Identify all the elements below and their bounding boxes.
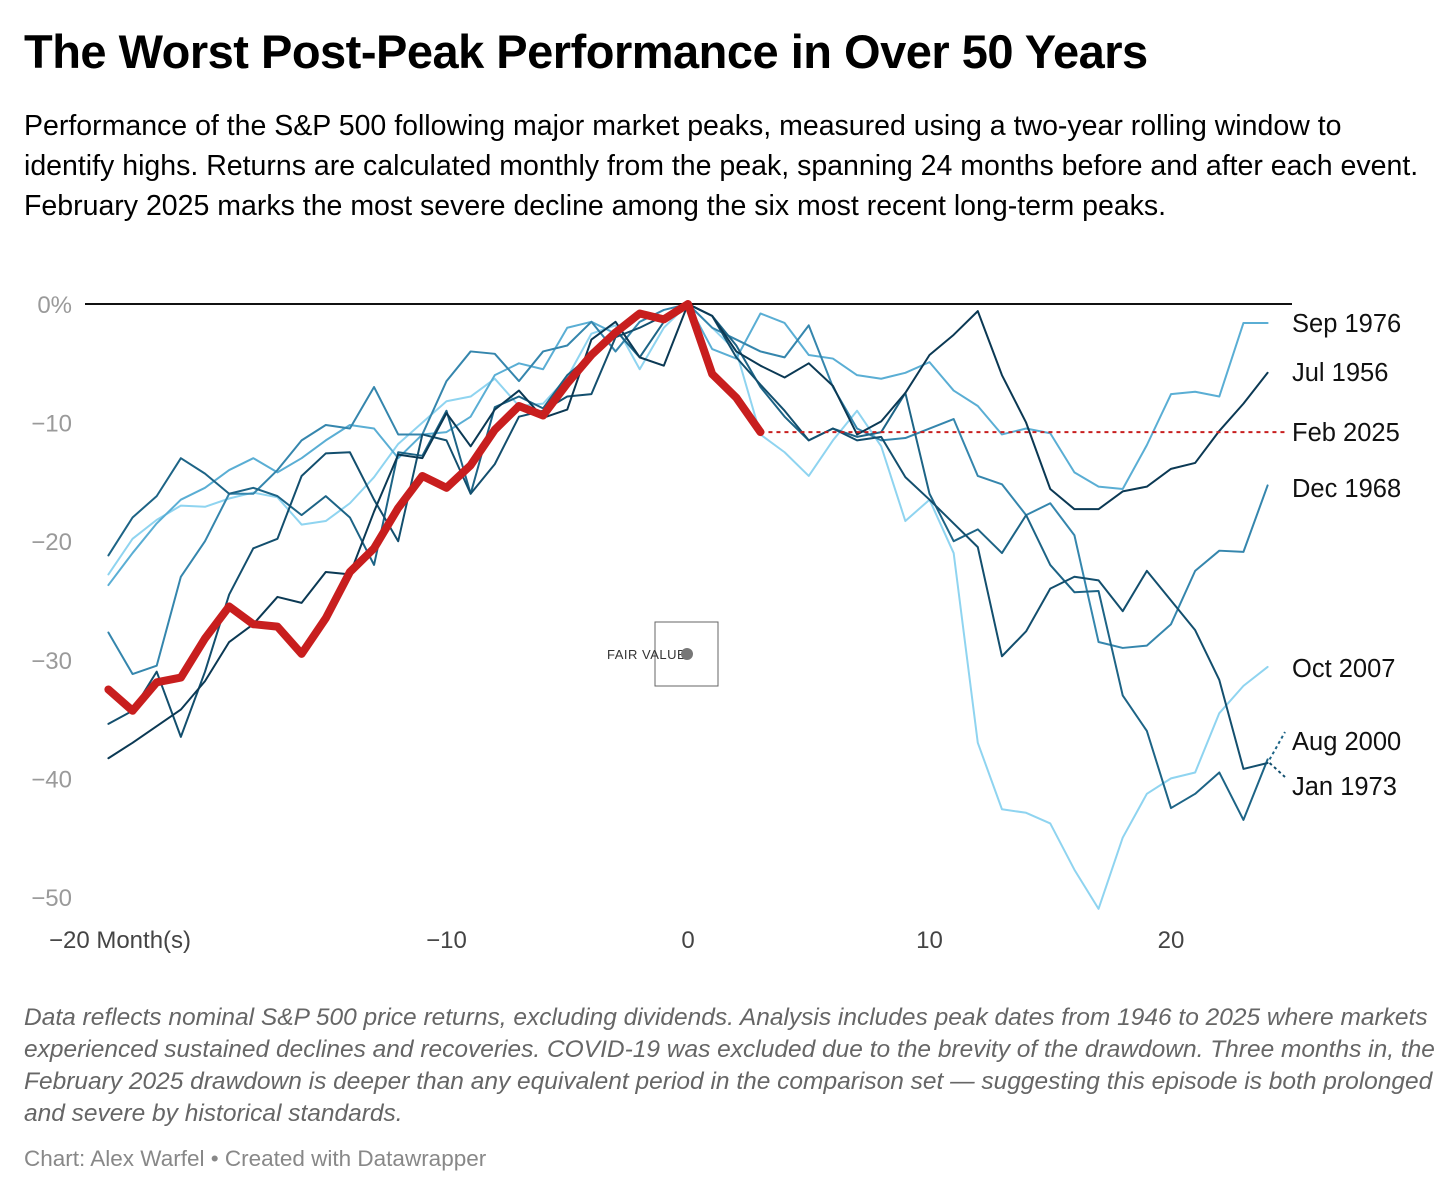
x-tick-label: 20 (1158, 927, 1185, 954)
series-label: Oct 2007 (1292, 655, 1395, 683)
y-tick-label: −40 (31, 766, 72, 793)
y-tick-label: −10 (31, 411, 72, 438)
series-line-jul-1956 (107, 303, 1269, 760)
chart-subtitle: Performance of the S&P 500 following maj… (24, 110, 1419, 222)
series-label: Jan 1973 (1292, 773, 1397, 801)
series-line-jan-1973 (107, 303, 1269, 770)
series-line-dec-1968 (107, 303, 1269, 676)
x-axis: −20 Month(s) −10 0 10 20 (49, 927, 1184, 954)
series-labels: Oct 2007 Sep 1976 Dec 1968 Aug 2000 Jan 1973… (1292, 310, 1401, 801)
series-label: Feb 2025 (1292, 419, 1400, 447)
line-chart: 0% −10 −20 −30 −40 −50 −20 Month(s) −10 0 10 20 F… (31, 292, 1401, 954)
footnote: Data reflects nominal S&P 500 price retu… (24, 1004, 1435, 1127)
y-tick-label: −50 (31, 885, 72, 912)
series-label: Jul 1956 (1292, 359, 1388, 387)
source-credit: Chart: Alex Warfel • Created with Datawr… (24, 1146, 487, 1171)
x-tick-label: 10 (916, 927, 943, 954)
label-connector (1268, 731, 1286, 760)
y-tick-label: −30 (31, 648, 72, 675)
series-line-oct-2007 (107, 303, 1269, 910)
series-label: Aug 2000 (1292, 728, 1401, 756)
watermark-text: FAIR VALUE (607, 647, 686, 662)
series-line-feb-2025 (104, 300, 765, 715)
series-label: Dec 1968 (1292, 475, 1401, 503)
chart-title: The Worst Post-Peak Performance in Over … (24, 25, 1148, 78)
fair-value-watermark: FAIR VALUE (607, 621, 719, 687)
series-line-aug-2000 (107, 303, 1269, 821)
x-tick-label: −10 (426, 927, 467, 954)
y-axis: 0% −10 −20 −30 −40 −50 (31, 292, 72, 912)
x-tick-label: −20 Month(s) (49, 927, 191, 954)
x-tick-label: 0 (681, 927, 694, 954)
cube-logo-icon (681, 648, 693, 660)
y-tick-label: −20 (31, 529, 72, 556)
series-line-sep-1976 (107, 303, 1269, 587)
y-tick-label: 0% (37, 292, 72, 319)
series-lines (104, 300, 1286, 910)
label-connector (1268, 762, 1286, 778)
series-label: Sep 1976 (1292, 310, 1401, 338)
